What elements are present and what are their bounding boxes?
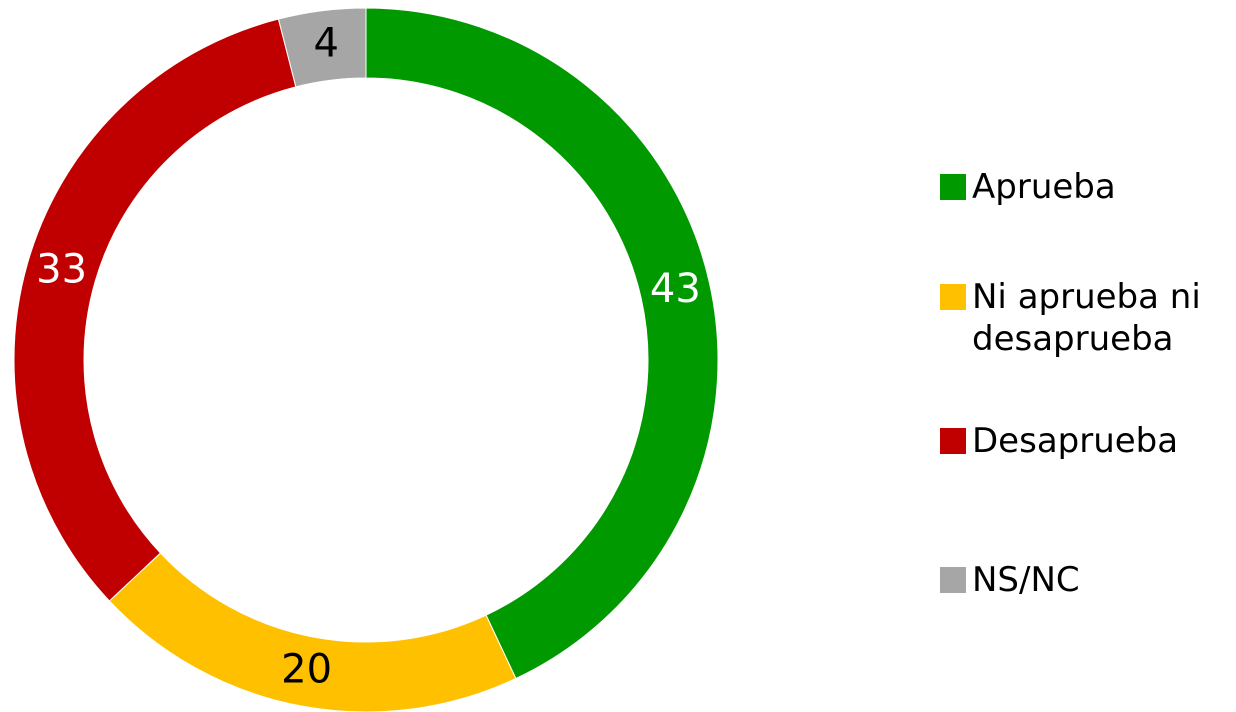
legend-label: Ni aprueba ni desaprueba [972, 277, 1201, 359]
legend-swatch [940, 567, 966, 593]
donut-slice [13, 18, 297, 602]
legend-swatch [940, 284, 966, 310]
legend-item: Aprueba [940, 166, 1230, 208]
legend-label: NS/NC [972, 560, 1080, 600]
donut-slice [365, 7, 719, 680]
legend-item: Desaprueba [940, 420, 1230, 462]
legend-item: NS/NC [940, 559, 1230, 601]
legend-item: Ni aprueba ni desaprueba [940, 276, 1230, 360]
legend-label: Aprueba [972, 167, 1116, 207]
donut-slice [277, 7, 367, 88]
legend-swatch [940, 428, 966, 454]
legend-swatch [940, 174, 966, 200]
data-label: 20 [281, 646, 332, 692]
data-label: 43 [650, 266, 701, 312]
data-label: 33 [36, 247, 87, 293]
legend-label: Desaprueba [972, 421, 1179, 461]
data-label: 4 [314, 20, 339, 66]
